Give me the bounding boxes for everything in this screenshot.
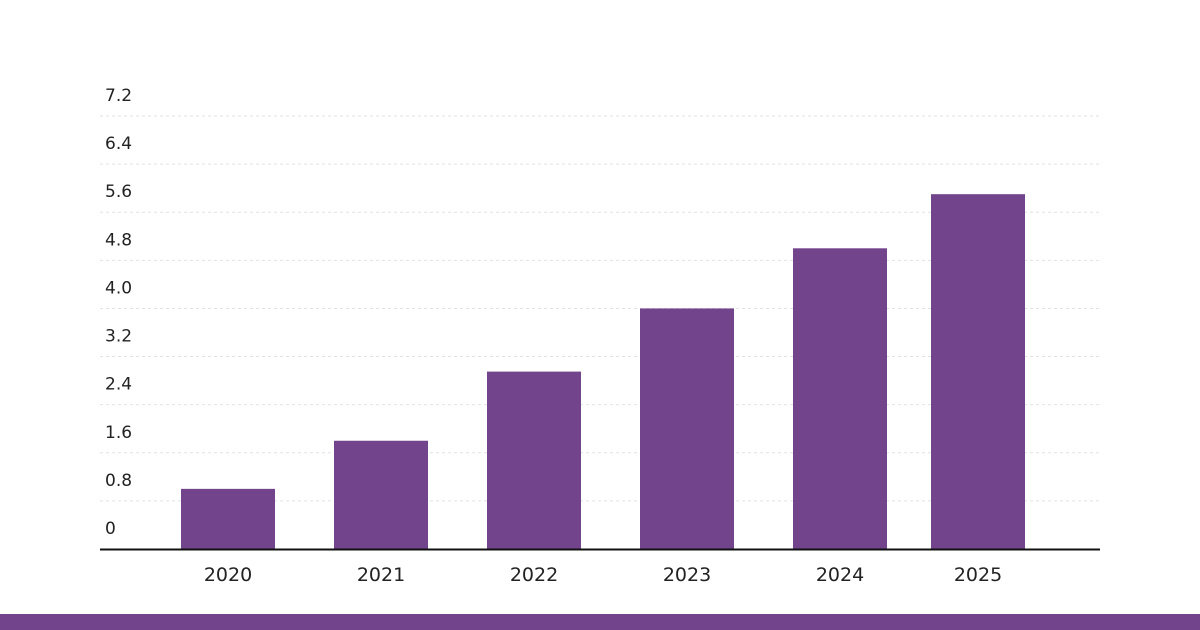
bar-2024 — [793, 248, 887, 550]
bar-2025 — [931, 194, 1025, 550]
y-tick-label: 7.2 — [105, 86, 132, 106]
x-tick-label: 2021 — [357, 564, 405, 586]
bar-2020 — [181, 488, 275, 549]
y-tick-label: 3.2 — [105, 327, 132, 347]
x-tick-label: 2022 — [510, 564, 558, 586]
y-tick-label: 4.0 — [105, 278, 132, 298]
y-tick-label: 0 — [105, 519, 116, 539]
x-tick-label: 2023 — [663, 564, 711, 586]
y-tick-label: 4.8 — [105, 230, 132, 250]
y-axis-ticks: 0 0.8 1.6 2.4 3.2 4.0 4.8 5.6 6.4 7.2 — [105, 86, 132, 539]
x-tick-label: 2025 — [954, 564, 1002, 586]
footer-accent-bar — [0, 614, 1200, 630]
gridlines — [100, 115, 1100, 502]
x-axis-ticks: 2020 2021 2022 2023 2024 2025 — [204, 564, 1002, 586]
y-tick-label: 6.4 — [105, 134, 132, 154]
x-tick-label: 2020 — [204, 564, 252, 586]
bar-2023 — [640, 308, 734, 549]
x-tick-label: 2024 — [816, 564, 864, 586]
bar-2021 — [334, 440, 428, 549]
y-tick-label: 1.6 — [105, 423, 132, 443]
y-tick-label: 0.8 — [105, 471, 132, 491]
bars — [181, 194, 1025, 550]
y-tick-label: 5.6 — [105, 182, 132, 202]
bar-2022 — [487, 371, 581, 549]
y-tick-label: 2.4 — [105, 375, 132, 395]
